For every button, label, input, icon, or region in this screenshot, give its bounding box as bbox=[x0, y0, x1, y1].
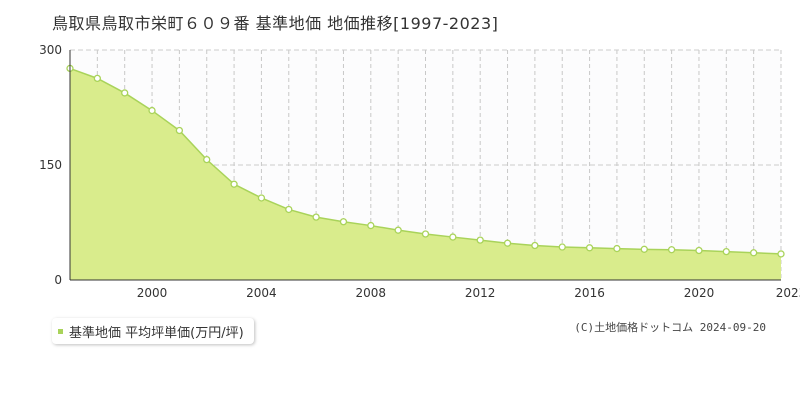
data-point bbox=[503, 239, 512, 247]
data-point bbox=[312, 213, 320, 221]
data-point bbox=[230, 180, 238, 188]
data-point bbox=[722, 247, 730, 256]
data-point bbox=[175, 126, 184, 135]
data-point bbox=[585, 244, 594, 252]
data-point bbox=[203, 155, 211, 164]
x-tick-label: 2020 bbox=[684, 286, 715, 300]
x-tick-label: 2008 bbox=[356, 286, 387, 300]
data-point bbox=[93, 74, 101, 83]
data-point bbox=[285, 205, 293, 214]
series-area bbox=[70, 68, 781, 281]
legend-label: 基準地価 平均坪単価(万円/坪) bbox=[69, 325, 244, 341]
y-tick-label: 0 bbox=[54, 273, 62, 287]
x-tick-label: 2004 bbox=[246, 286, 277, 300]
data-point bbox=[449, 233, 457, 241]
data-point bbox=[777, 250, 785, 258]
data-point bbox=[339, 218, 348, 226]
data-point bbox=[257, 194, 266, 202]
data-point bbox=[476, 236, 484, 244]
data-point bbox=[667, 246, 676, 254]
x-tick-label: 2016 bbox=[574, 286, 605, 300]
data-point bbox=[640, 245, 648, 253]
legend-marker-icon bbox=[58, 328, 63, 334]
data-point bbox=[695, 246, 703, 255]
x-tick-label: 2012 bbox=[465, 286, 496, 300]
data-point bbox=[613, 244, 621, 253]
page-title: 鳥取県鳥取市栄町６０９番 基準地価 地価推移[1997-2023] bbox=[52, 14, 499, 33]
data-point bbox=[148, 106, 156, 115]
data-point bbox=[558, 243, 566, 251]
data-point bbox=[367, 221, 375, 230]
data-point bbox=[750, 249, 758, 257]
x-tick-label: 2000 bbox=[137, 286, 168, 300]
x-tick-label: 2023 bbox=[776, 286, 800, 300]
data-point bbox=[531, 241, 539, 250]
data-point bbox=[421, 230, 430, 238]
data-point bbox=[394, 226, 402, 234]
data-point bbox=[121, 89, 129, 97]
y-tick-label: 300 bbox=[39, 43, 62, 57]
y-tick-label: 150 bbox=[39, 158, 62, 172]
copyright: (C)土地価格ドットコム 2024-09-20 bbox=[574, 321, 766, 334]
legend[interactable]: 基準地価 平均坪単価(万円/坪) bbox=[52, 318, 254, 344]
